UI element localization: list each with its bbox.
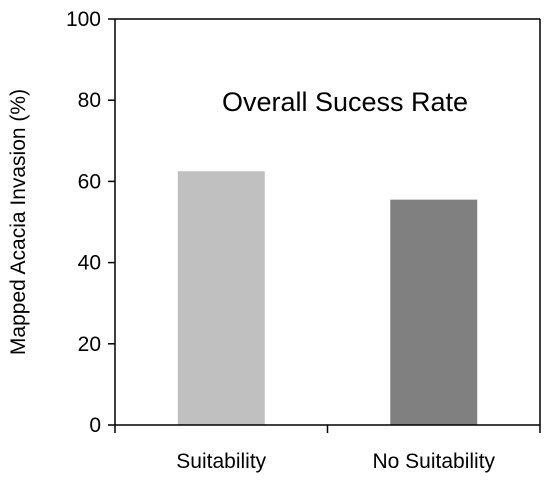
y-tick-label: 0 [89, 414, 101, 437]
bars [177, 171, 478, 425]
bar-suitability [177, 171, 265, 425]
chart-title: Overall Sucess Rate [222, 87, 468, 117]
x-tick-label: Suitability [176, 450, 266, 473]
y-tick-label: 60 [78, 170, 101, 193]
y-tick-label: 20 [78, 333, 101, 356]
y-tick-label: 40 [78, 252, 101, 275]
x-axis-tick-labels: Suitability No Suitability [114, 425, 541, 473]
bar-no-suitability [390, 199, 478, 425]
y-tick-label: 80 [78, 89, 101, 112]
y-tick-label: 100 [66, 8, 101, 31]
y-axis-ticks: 0 20 40 60 80 100 [66, 8, 115, 437]
x-tick-label: No Suitability [372, 450, 495, 473]
y-axis-label: Mapped Acacia Invasion (%) [7, 89, 30, 355]
